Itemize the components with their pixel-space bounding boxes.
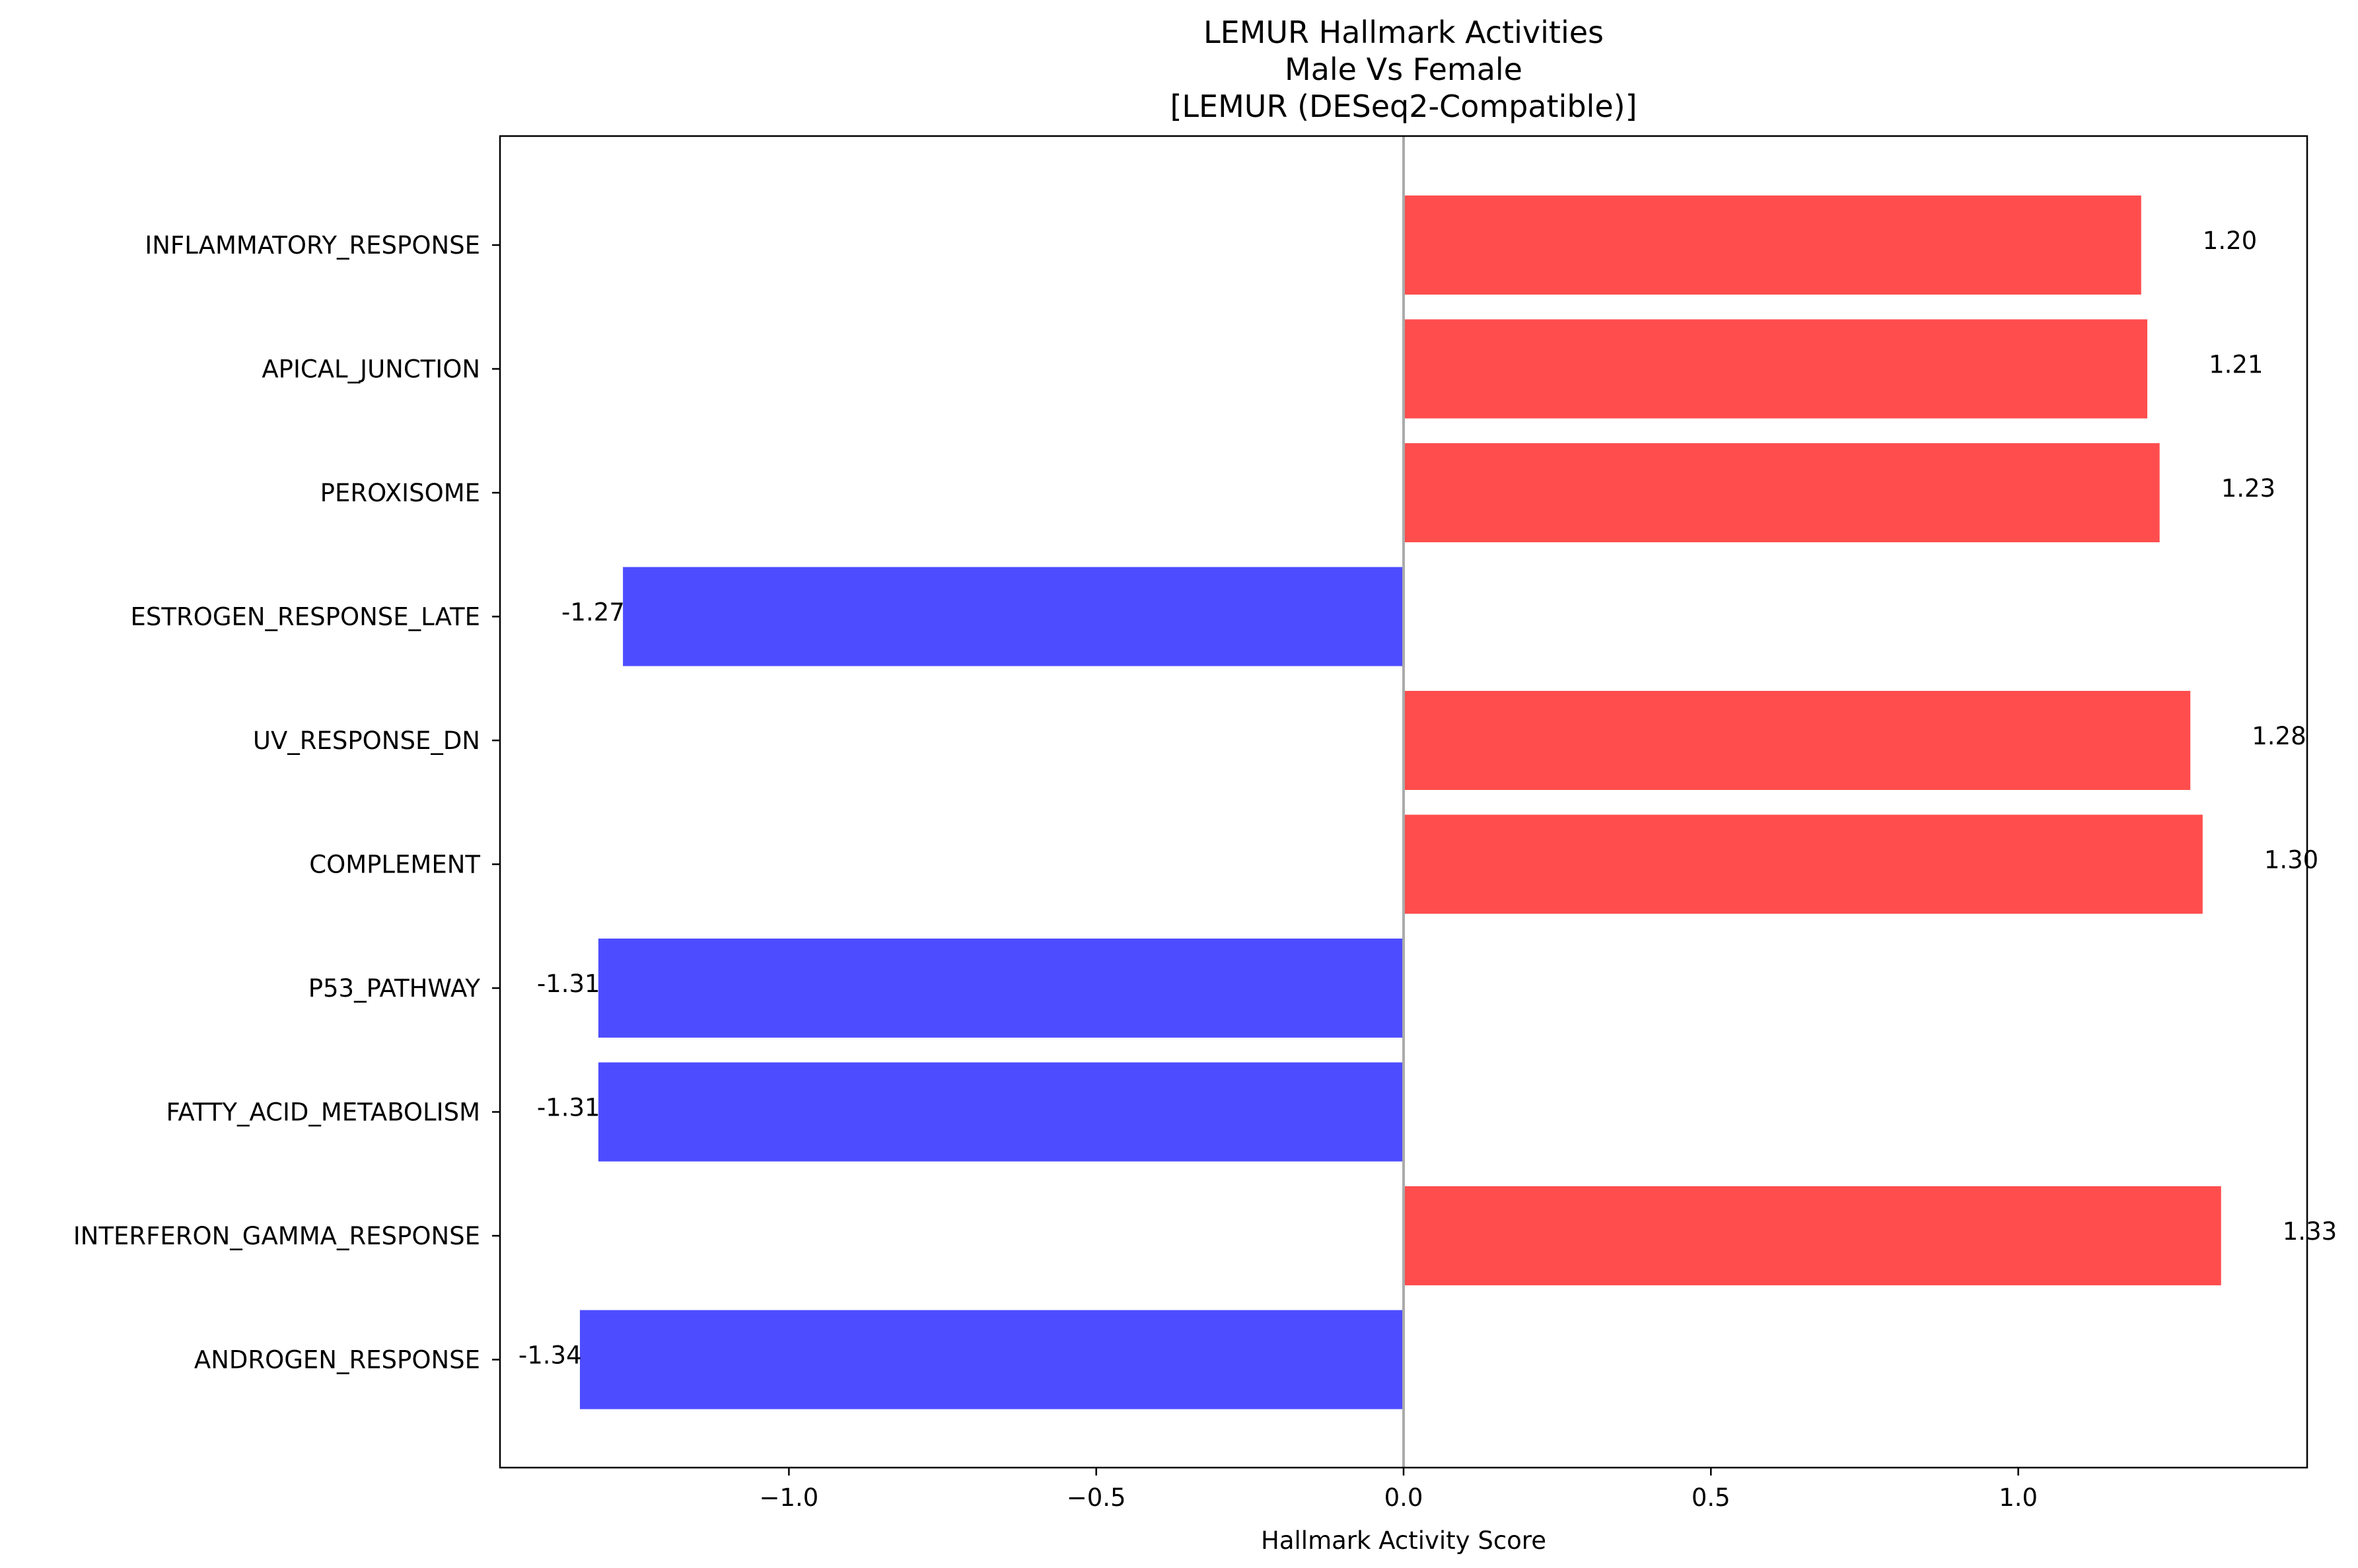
bar (598, 1062, 1404, 1162)
y-tick-label: APICAL_JUNCTION (262, 355, 480, 384)
chart-title-line-1: LEMUR Hallmark Activities (1203, 15, 1604, 50)
bars-group (579, 196, 2221, 1409)
bar (623, 567, 1404, 666)
x-tick-label: 0.5 (1692, 1483, 1731, 1512)
bar (1404, 691, 2191, 790)
data-label: 1.20 (2203, 227, 2257, 255)
data-label: -1.31 (537, 970, 600, 998)
bar (579, 1310, 1404, 1409)
data-label: -1.31 (537, 1094, 600, 1122)
y-tick-label: P53_PATHWAY (308, 974, 481, 1003)
y-tick-label: INFLAMMATORY_RESPONSE (145, 231, 480, 260)
x-axis: −1.0 −0.5 0.0 0.5 1.0 (759, 1468, 2038, 1512)
data-label: -1.27 (561, 598, 625, 627)
bar (1404, 814, 2203, 914)
y-tick-label: COMPLEMENT (309, 851, 480, 879)
y-tick-label: ESTROGEN_RESPONSE_LATE (131, 603, 480, 631)
x-tick-label: 0.0 (1384, 1483, 1423, 1512)
x-tick-label: −0.5 (1067, 1483, 1126, 1512)
bar (1404, 443, 2160, 542)
value-labels-group: 1.20 1.21 1.23 -1.27 1.28 1.30 -1.31 -1.31 1.33 -… (518, 227, 2337, 1370)
data-label: 1.28 (2252, 722, 2306, 750)
x-axis-label: Hallmark Activity Score (1261, 1526, 1546, 1555)
bar (1404, 1186, 2221, 1285)
x-tick-label: 1.0 (1999, 1483, 2038, 1512)
bar (1404, 196, 2141, 295)
data-label: 1.33 (2283, 1217, 2337, 1246)
y-tick-label: PEROXISOME (320, 479, 480, 507)
y-axis: INFLAMMATORY_RESPONSE APICAL_JUNCTION PERO… (73, 231, 500, 1374)
chart-title: LEMUR Hallmark Activities Male Vs Female… (1170, 15, 1637, 124)
data-label: 1.30 (2264, 846, 2318, 874)
y-tick-label: FATTY_ACID_METABOLISM (166, 1098, 480, 1127)
x-tick-label: −1.0 (759, 1483, 818, 1512)
data-label: -1.34 (518, 1341, 582, 1370)
bar (598, 939, 1404, 1038)
data-label: 1.23 (2221, 474, 2275, 503)
chart-title-line-2: Male Vs Female (1285, 52, 1522, 87)
y-tick-label: ANDROGEN_RESPONSE (194, 1346, 480, 1374)
bar (1404, 319, 2148, 419)
y-tick-label: UV_RESPONSE_DN (253, 727, 480, 755)
chart-title-line-3: [LEMUR (DESeq2-Compatible)] (1170, 89, 1637, 124)
data-label: 1.21 (2209, 351, 2263, 379)
y-tick-label: INTERFERON_GAMMA_RESPONSE (73, 1222, 480, 1250)
